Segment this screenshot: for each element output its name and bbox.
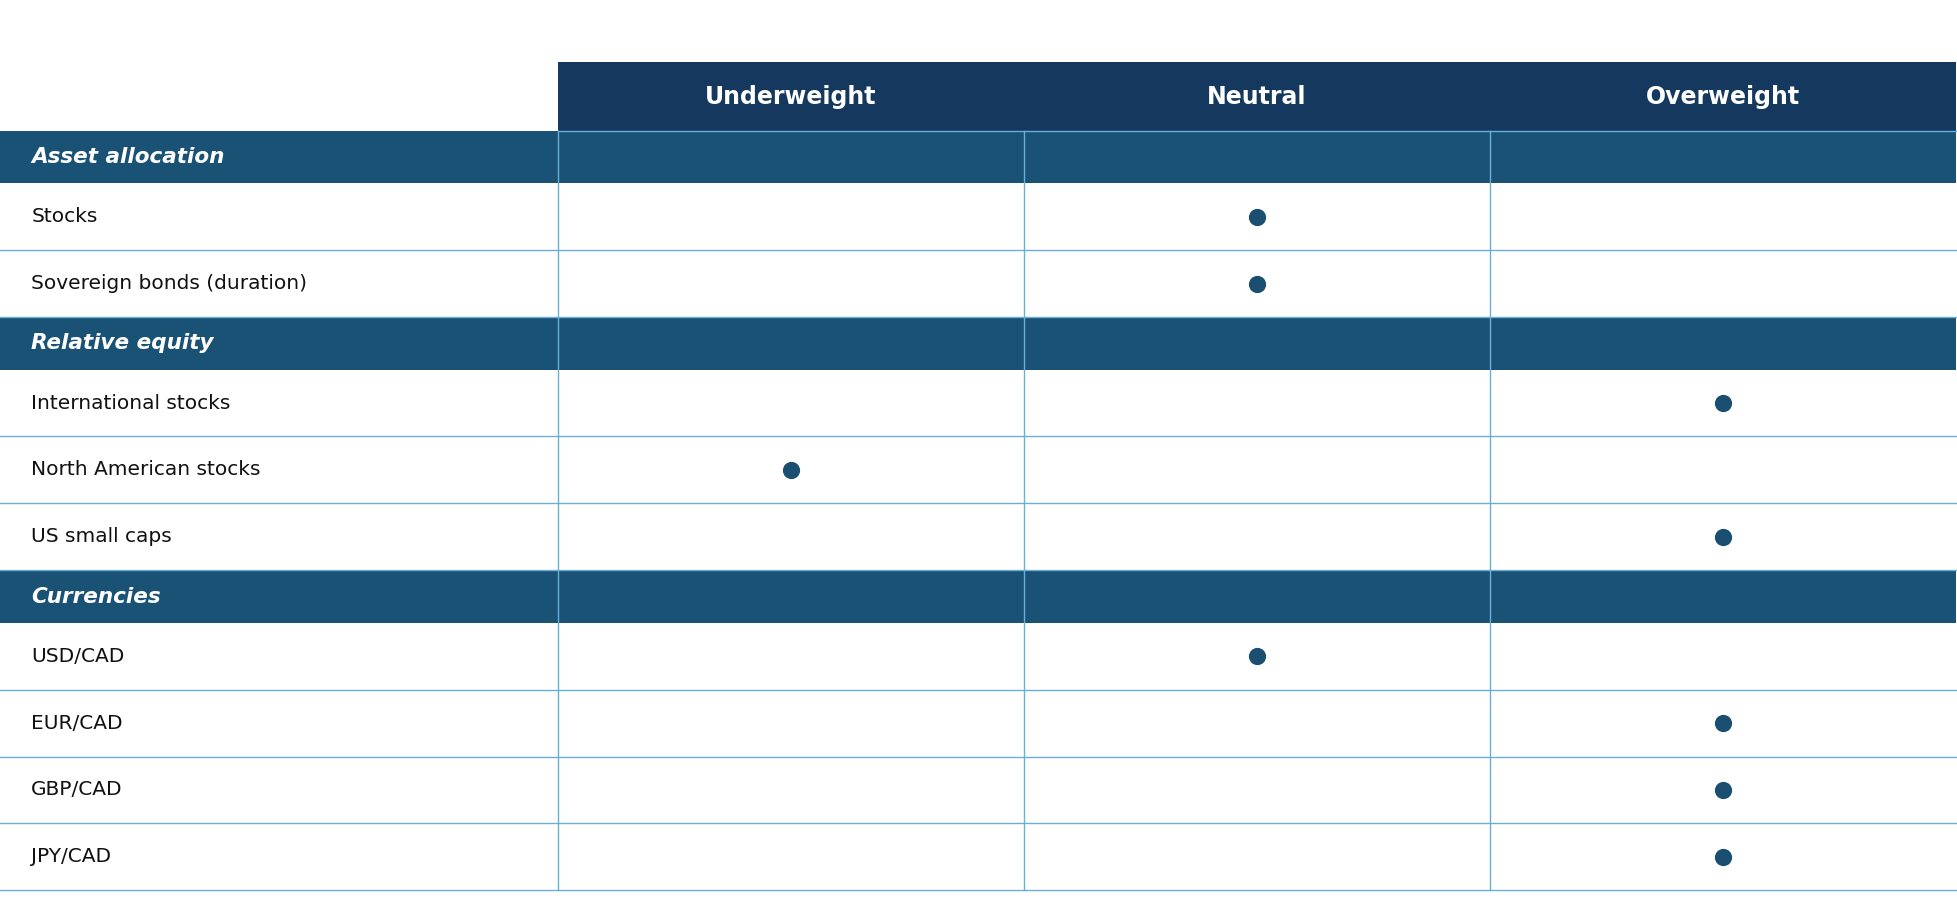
Bar — [558, 570, 1024, 623]
Bar — [1024, 436, 1489, 503]
Text: US small caps: US small caps — [31, 527, 172, 547]
Text: Neutral: Neutral — [1207, 84, 1305, 109]
Bar — [0, 317, 558, 370]
Bar — [558, 183, 1024, 250]
Bar — [558, 131, 1024, 183]
Bar — [1489, 570, 1955, 623]
Bar — [0, 62, 558, 131]
Bar — [0, 503, 558, 570]
Bar — [0, 436, 558, 503]
Bar — [1024, 370, 1489, 436]
Bar — [1489, 823, 1955, 890]
Point — [1707, 395, 1738, 410]
Bar — [0, 370, 558, 436]
Point — [1241, 209, 1272, 224]
Point — [1707, 529, 1738, 544]
Point — [1241, 649, 1272, 664]
Bar — [1024, 823, 1489, 890]
Point — [1707, 715, 1738, 730]
Text: USD/CAD: USD/CAD — [31, 646, 125, 666]
Bar — [1489, 503, 1955, 570]
Bar — [558, 317, 1024, 370]
Bar — [558, 623, 1024, 690]
Bar — [1024, 570, 1489, 623]
Bar — [0, 823, 558, 890]
Text: EUR/CAD: EUR/CAD — [31, 713, 123, 733]
Text: International stocks: International stocks — [31, 393, 231, 413]
Text: GBP/CAD: GBP/CAD — [31, 780, 123, 800]
Bar — [558, 503, 1024, 570]
Bar — [1489, 317, 1955, 370]
Bar — [1024, 623, 1489, 690]
Bar — [1024, 317, 1489, 370]
Bar — [0, 131, 558, 183]
Bar — [0, 183, 558, 250]
Bar — [558, 823, 1024, 890]
Text: Asset allocation: Asset allocation — [31, 148, 225, 167]
Bar — [1489, 183, 1955, 250]
Bar — [0, 623, 558, 690]
Text: Underweight: Underweight — [705, 84, 877, 109]
Bar — [1024, 62, 1489, 131]
Text: Overweight: Overweight — [1646, 84, 1798, 109]
Bar — [1489, 436, 1955, 503]
Point — [775, 462, 806, 477]
Bar — [1489, 131, 1955, 183]
Bar — [1024, 503, 1489, 570]
Text: Relative equity: Relative equity — [31, 334, 213, 353]
Text: Stocks: Stocks — [31, 207, 98, 226]
Bar — [1489, 370, 1955, 436]
Bar — [558, 690, 1024, 757]
Bar — [0, 757, 558, 823]
Text: Currencies: Currencies — [31, 587, 160, 606]
Bar — [1489, 62, 1955, 131]
Bar — [1489, 690, 1955, 757]
Bar — [0, 570, 558, 623]
Text: Sovereign bonds (duration): Sovereign bonds (duration) — [31, 274, 307, 293]
Bar — [1024, 250, 1489, 317]
Text: JPY/CAD: JPY/CAD — [31, 847, 112, 867]
Bar — [558, 62, 1024, 131]
Point — [1707, 849, 1738, 864]
Bar — [1024, 690, 1489, 757]
Bar — [558, 436, 1024, 503]
Bar — [558, 757, 1024, 823]
Bar — [0, 690, 558, 757]
Bar — [1489, 757, 1955, 823]
Bar — [558, 370, 1024, 436]
Point — [1707, 783, 1738, 798]
Text: North American stocks: North American stocks — [31, 460, 260, 480]
Bar — [1024, 131, 1489, 183]
Bar — [1489, 250, 1955, 317]
Bar — [558, 250, 1024, 317]
Bar — [0, 250, 558, 317]
Bar — [1024, 183, 1489, 250]
Bar — [1024, 757, 1489, 823]
Bar — [1489, 623, 1955, 690]
Point — [1241, 277, 1272, 292]
